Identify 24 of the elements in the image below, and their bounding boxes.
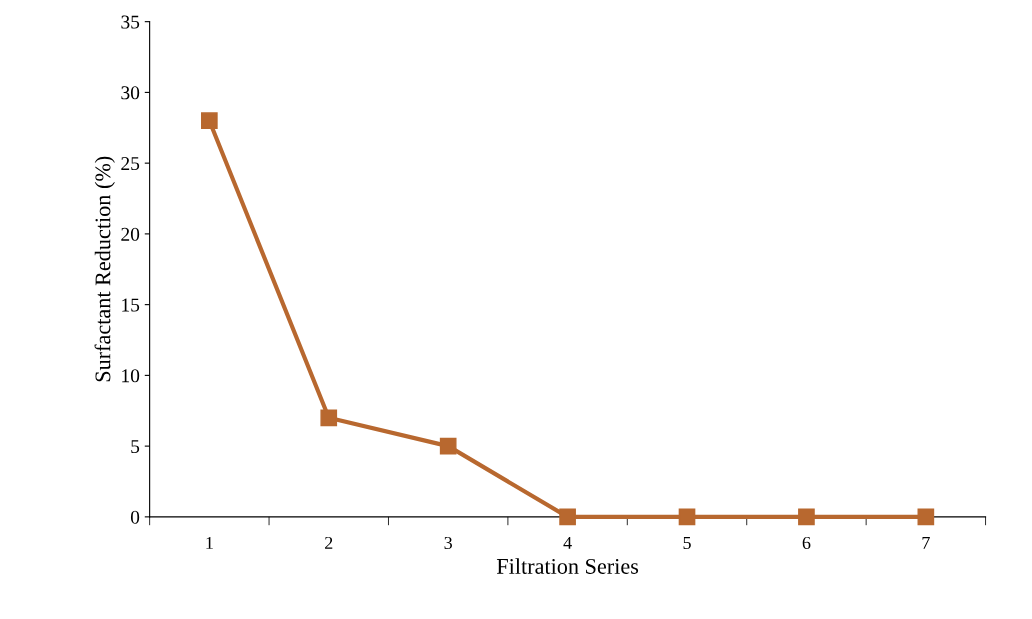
- point: [320, 409, 338, 427]
- point: [559, 508, 576, 526]
- y-tick-label: 20: [121, 227, 140, 241]
- point: [201, 112, 218, 130]
- y-axis-title: Surfactant Reduction (%): [94, 156, 115, 382]
- x-tick-label: 1: [206, 536, 213, 549]
- y-tick-label: 10: [122, 369, 140, 383]
- y-tick-label: 15: [122, 298, 140, 312]
- y-tick-label: 30: [121, 86, 140, 100]
- x-tick-label: 6: [802, 536, 811, 550]
- point: [439, 437, 457, 455]
- point: [798, 508, 815, 526]
- point: [917, 508, 935, 526]
- x-tick-label: 2: [325, 536, 333, 549]
- y-tick-label: 25: [121, 157, 140, 171]
- y-tick-label: 35: [121, 15, 140, 29]
- x-tick-label: 3: [444, 536, 452, 550]
- x-tick-label: 4: [563, 536, 572, 549]
- x-tick-label: 5: [683, 537, 691, 550]
- x-axis-title: Filtration Series: [496, 558, 639, 574]
- point: [678, 508, 696, 526]
- x-tick-label: 7: [922, 537, 930, 549]
- y-tick-label: 5: [131, 440, 140, 454]
- y-tick-label: 0: [130, 510, 140, 524]
